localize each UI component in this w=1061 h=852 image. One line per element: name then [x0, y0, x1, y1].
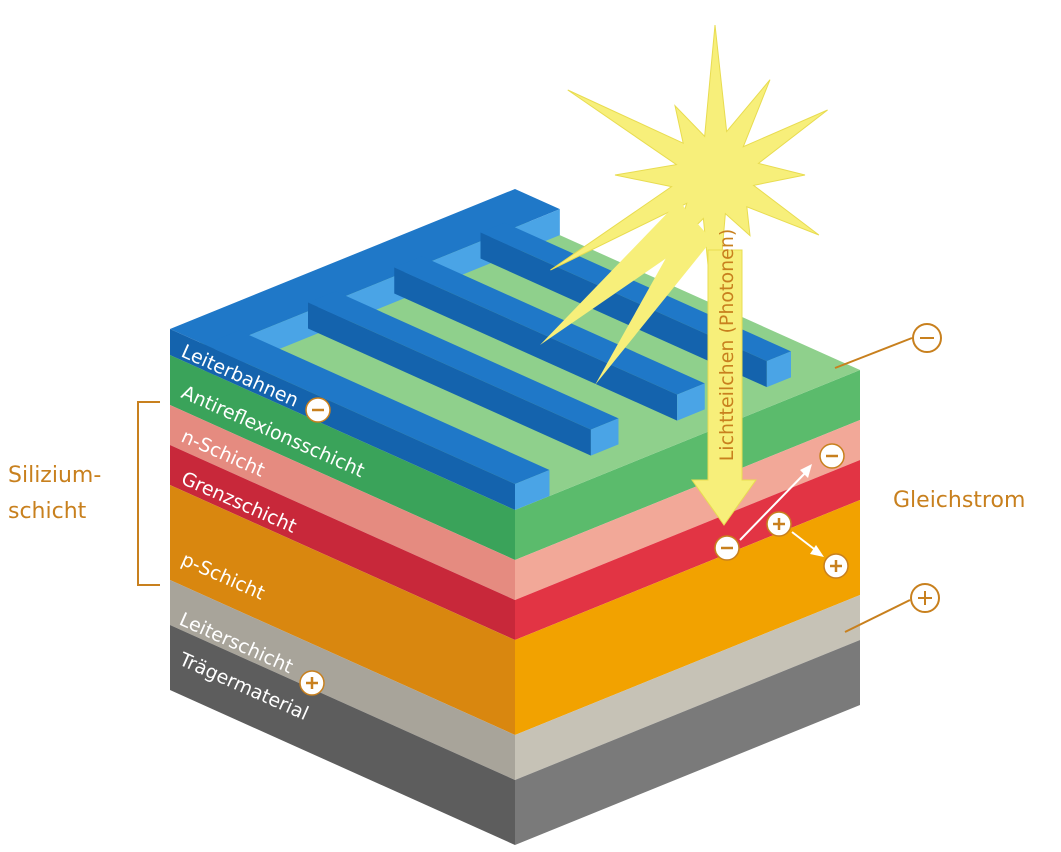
sun	[540, 24, 828, 385]
side-label: Silizium-	[8, 463, 101, 488]
conductor-side	[308, 302, 591, 456]
conductor-end	[214, 209, 560, 376]
layer-left-face	[170, 625, 515, 845]
conductor-top	[170, 189, 560, 350]
terminals	[834, 323, 942, 633]
bracket	[137, 401, 160, 586]
sun-ray	[540, 200, 700, 345]
sun-ray	[595, 215, 712, 385]
layer-left-face	[170, 580, 515, 780]
conductor-side	[394, 267, 678, 421]
conductor-end	[515, 470, 550, 510]
layer-left-face	[170, 445, 515, 640]
conductor-end	[677, 383, 705, 421]
layer-right-face	[515, 640, 860, 845]
conductor-top	[308, 291, 619, 430]
conductor-side	[170, 329, 215, 376]
layer-left-face	[170, 355, 515, 560]
layer-right-face	[515, 370, 860, 560]
conductor-side	[204, 344, 515, 510]
layer-left-face	[170, 485, 515, 735]
layer-right-face	[515, 420, 860, 600]
layer-right-face	[515, 500, 860, 735]
conductor-top	[394, 256, 705, 395]
cell-block	[170, 189, 860, 845]
conductor-end	[766, 351, 791, 388]
light-label: Lichtteilchen (Photonen)	[716, 229, 738, 462]
conductor-end	[590, 418, 619, 456]
conductor-side	[480, 232, 767, 388]
charges	[299, 397, 849, 696]
conductor-top	[204, 330, 550, 484]
current-label: Gleichstrom	[893, 488, 1025, 513]
side-label: schicht	[8, 499, 87, 524]
photon-arrow	[691, 249, 757, 526]
layer-right-face	[515, 595, 860, 780]
layer-left-face	[170, 405, 515, 600]
